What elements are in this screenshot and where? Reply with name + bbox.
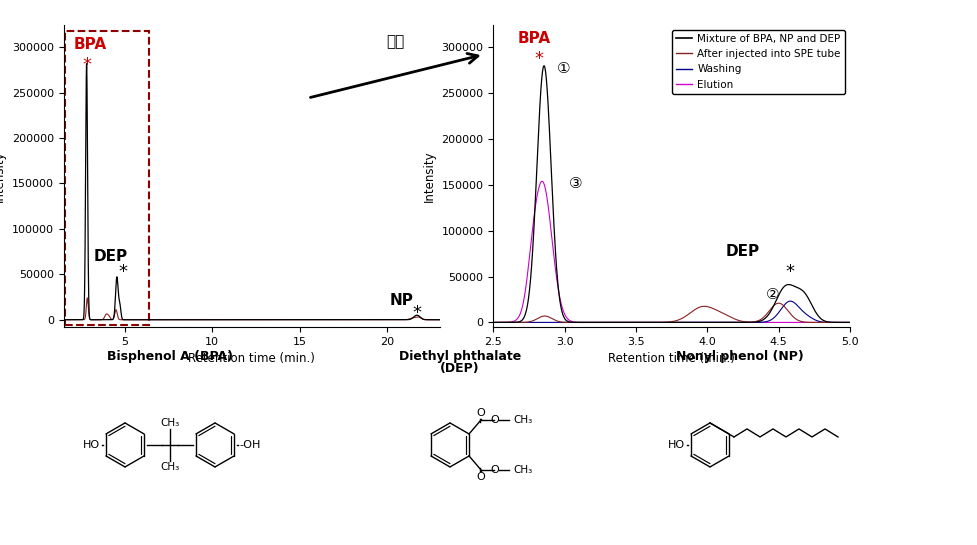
After injected into SPE tube: [637, 319, 649, 326]
Text: *: *: [83, 56, 92, 75]
After injected into SPE tube: [595, 319, 607, 326]
Text: O: O: [477, 408, 486, 418]
Text: Diethyl phthalate: Diethyl phthalate: [399, 350, 521, 363]
Text: ①: ①: [557, 61, 571, 76]
Y-axis label: Intensity: Intensity: [0, 150, 6, 202]
X-axis label: Retention time (min.): Retention time (min.): [609, 352, 735, 365]
After injected into SPE tube: [773, 300, 785, 306]
Washing: [785, 298, 796, 305]
Washing: [640, 319, 652, 326]
Text: O: O: [490, 415, 499, 425]
Washing: [657, 319, 668, 326]
Text: Nonyl phenol (NP): Nonyl phenol (NP): [676, 350, 804, 363]
After injected into SPE tube: [816, 319, 828, 326]
Legend: Mixture of BPA, NP and DEP, After injected into SPE tube, Washing, Elution: Mixture of BPA, NP and DEP, After inject…: [672, 30, 845, 94]
Line: Washing: Washing: [493, 301, 850, 323]
Text: *: *: [786, 263, 794, 281]
Text: Bisphenol A (BPA): Bisphenol A (BPA): [107, 350, 233, 363]
Text: NP: NP: [389, 293, 413, 308]
Text: DEP: DEP: [94, 249, 128, 264]
Text: ③: ③: [570, 175, 583, 191]
Elution: [536, 178, 548, 185]
Line: After injected into SPE tube: After injected into SPE tube: [493, 303, 850, 323]
Bar: [65, 31, 149, 325]
Text: CH₃: CH₃: [513, 415, 532, 425]
Elution: [816, 319, 828, 326]
Elution: [637, 319, 649, 326]
Mixture of BPA, NP and DEP: [640, 319, 652, 326]
Text: *: *: [534, 50, 543, 68]
Y-axis label: Intensity: Intensity: [423, 150, 436, 202]
After injected into SPE tube: [844, 319, 856, 326]
Washing: [637, 319, 649, 326]
Elution: [746, 319, 758, 326]
Text: 확대: 확대: [387, 34, 404, 49]
After injected into SPE tube: [640, 319, 652, 326]
Elution: [488, 319, 499, 326]
Mixture of BPA, NP and DEP: [844, 319, 856, 326]
Mixture of BPA, NP and DEP: [640, 319, 652, 326]
Text: -OH: -OH: [239, 440, 261, 450]
Washing: [844, 319, 856, 326]
Washing: [746, 319, 758, 326]
Line: Elution: Elution: [493, 181, 850, 323]
Line: Mixture of BPA, NP and DEP: Mixture of BPA, NP and DEP: [493, 66, 850, 323]
Text: DEP: DEP: [726, 244, 760, 259]
Text: CH₃: CH₃: [160, 418, 180, 428]
Elution: [640, 319, 652, 326]
Mixture of BPA, NP and DEP: [488, 319, 499, 326]
Mixture of BPA, NP and DEP: [658, 319, 669, 326]
Text: O: O: [477, 472, 486, 482]
Text: CH₃: CH₃: [160, 462, 180, 472]
Text: *: *: [412, 304, 421, 323]
After injected into SPE tube: [658, 319, 669, 325]
After injected into SPE tube: [833, 319, 845, 326]
Text: HO: HO: [668, 440, 685, 450]
Text: *: *: [118, 263, 127, 282]
Mixture of BPA, NP and DEP: [833, 319, 845, 326]
Text: CH₃: CH₃: [513, 465, 532, 475]
Mixture of BPA, NP and DEP: [746, 319, 758, 325]
After injected into SPE tube: [746, 319, 758, 325]
X-axis label: Retention time (min.): Retention time (min.): [189, 352, 315, 365]
Mixture of BPA, NP and DEP: [816, 316, 828, 323]
Text: O: O: [490, 465, 499, 475]
Elution: [658, 319, 669, 326]
Text: (DEP): (DEP): [441, 362, 480, 375]
Text: HO: HO: [83, 440, 100, 450]
Text: ②: ②: [766, 287, 780, 302]
Mixture of BPA, NP and DEP: [538, 63, 550, 69]
Elution: [833, 319, 845, 326]
Elution: [844, 319, 856, 326]
Mixture of BPA, NP and DEP: [637, 319, 649, 326]
Text: BPA: BPA: [74, 37, 107, 52]
Text: BPA: BPA: [518, 31, 551, 46]
Washing: [816, 319, 828, 325]
Washing: [833, 319, 845, 326]
After injected into SPE tube: [488, 319, 499, 326]
Washing: [488, 319, 499, 326]
